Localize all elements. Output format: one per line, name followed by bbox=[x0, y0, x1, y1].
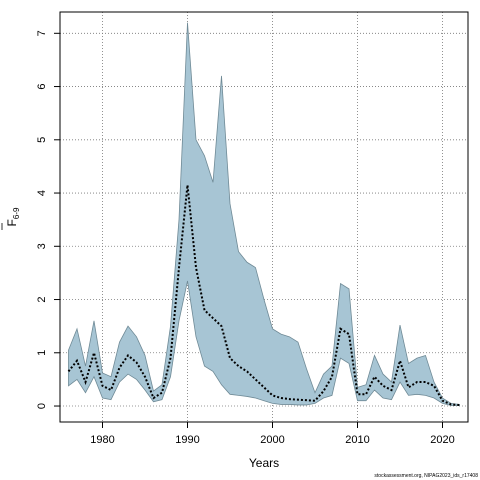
y-axis: 0 1 2 3 4 5 6 7 bbox=[36, 30, 60, 409]
y-axis-title-main: F bbox=[5, 219, 19, 226]
x-tick-label: 2000 bbox=[260, 434, 284, 446]
y-tick-label: 7 bbox=[36, 30, 48, 36]
y-tick-label: 1 bbox=[36, 350, 48, 356]
x-tick-label: 1990 bbox=[175, 434, 199, 446]
y-tick-label: 2 bbox=[36, 296, 48, 302]
estimate-line bbox=[67, 184, 460, 406]
source-watermark: stockassessment.org, NIPAG2023_ids_r1740… bbox=[374, 473, 478, 479]
y-axis-title-text: F6-9 bbox=[5, 207, 21, 226]
y-tick-label: 3 bbox=[36, 243, 48, 249]
plot-frame bbox=[59, 11, 469, 423]
x-axis: 1980 1990 2000 2010 2020 bbox=[90, 422, 455, 446]
x-tick-label: 2010 bbox=[345, 434, 369, 446]
x-tick-label: 2020 bbox=[430, 434, 454, 446]
y-tick-label: 4 bbox=[36, 190, 48, 196]
confidence-band-layer bbox=[68, 22, 460, 406]
confidence-band bbox=[68, 22, 460, 406]
estimate-line-layer bbox=[67, 184, 460, 406]
y-tick-label: 6 bbox=[36, 83, 48, 89]
y-tick-label: 0 bbox=[36, 403, 48, 409]
y-axis-title: F6-9 bbox=[1, 207, 21, 230]
x-tick-label: 1980 bbox=[90, 434, 114, 446]
y-tick-label: 5 bbox=[36, 137, 48, 143]
x-axis-title: Years bbox=[249, 456, 279, 470]
y-axis-title-subscript: 6-9 bbox=[12, 207, 21, 219]
